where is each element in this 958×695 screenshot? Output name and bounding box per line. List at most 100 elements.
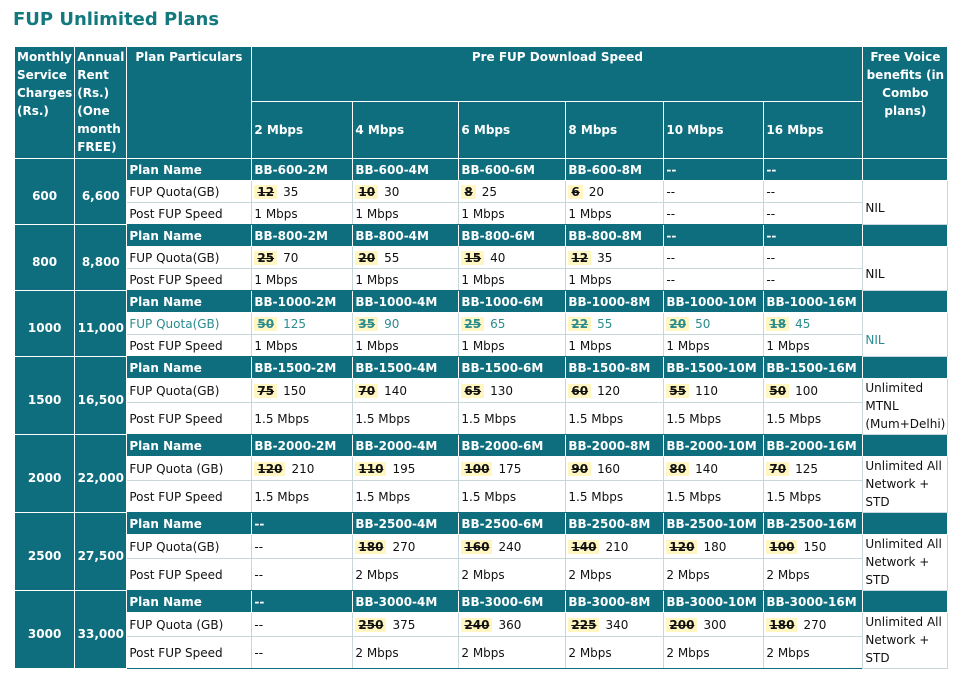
old-quota: 15 [461, 250, 485, 265]
quota-cell: 140 210 [565, 533, 665, 560]
voice-benefit: NIL [862, 180, 949, 225]
new-quota: 20 [588, 184, 605, 199]
plan-name: BB-800-8M [565, 224, 665, 247]
plan-name: BB-2500-4M [352, 512, 460, 535]
old-quota: 75 [254, 383, 278, 398]
voice-benefit: Unlimited All Network + STD [862, 612, 949, 669]
post-fup-row: Post FUP Speed 1 Mbps 1 Mbps 1 Mbps 1 Mbps --… [15, 268, 948, 291]
new-quota: 210 [291, 461, 315, 476]
speed-header: 4 Mbps [352, 101, 460, 159]
charges: 3000 [13, 590, 76, 669]
blank-cell [862, 290, 949, 313]
plan-name-row: 800 8,800 Plan Name BB-800-2M BB-800-4M BB-80… [13, 224, 949, 291]
quota-cell: 70 140 [352, 377, 460, 404]
new-quota: 55 [597, 316, 613, 331]
quota-cell: 250 375 [352, 611, 460, 638]
old-quota: 50 [254, 316, 278, 331]
plan-name: BB-1000-6M [458, 290, 567, 313]
quota-cell: 18 45 [763, 312, 864, 335]
quota-cell: 50 125 [251, 312, 354, 335]
post-speed: 1.5 Mbps [663, 480, 765, 513]
charges: 2000 [13, 434, 76, 513]
post-speed: 1 Mbps [565, 334, 665, 357]
charges: 1500 [13, 356, 76, 435]
plan-name: BB-600-4M [352, 158, 460, 181]
plan-name: BB-800-4M [352, 224, 460, 247]
post-speed: -- [763, 268, 864, 291]
post-speed: 1 Mbps [251, 268, 354, 291]
plans-table: Monthly Service Charges (Rs.) Annual Ren… [13, 46, 949, 669]
quota-cell: 6 20 [565, 180, 665, 203]
row-label: Plan Name [126, 590, 253, 613]
quota-cell: 25 70 [251, 246, 354, 269]
row-label: Post FUP Speed [126, 558, 253, 591]
row-label: Post FUP Speed [126, 202, 253, 225]
old-quota: 18 [766, 316, 790, 331]
voice-benefit: NIL [862, 246, 949, 291]
post-speed: 1 Mbps [352, 202, 460, 225]
new-quota: 140 [384, 383, 407, 398]
old-quota: 225 [568, 617, 600, 632]
header-cell: Plan Particulars [126, 46, 253, 159]
rent: 6,600 [74, 158, 128, 225]
blank-cell [862, 356, 949, 379]
old-quota: 70 [766, 461, 790, 476]
plan-name: BB-1500-16M [763, 356, 864, 379]
new-quota: 70 [283, 250, 299, 265]
old-quota: 120 [666, 539, 698, 554]
post-speed: 2 Mbps [663, 558, 765, 591]
quota-cell: 8 25 [458, 180, 567, 203]
post-speed: 1.5 Mbps [565, 480, 665, 513]
plan-name: BB-800-2M [251, 224, 354, 247]
new-quota: 160 [597, 461, 620, 476]
row-label: Post FUP Speed [126, 480, 253, 513]
old-quota: 160 [461, 539, 493, 554]
plan-name: BB-1500-2M [251, 356, 354, 379]
old-quota: 100 [766, 539, 798, 554]
old-quota: 180 [355, 539, 387, 554]
plan-name: -- [251, 512, 354, 535]
old-quota: 120 [254, 461, 286, 476]
new-quota: 35 [283, 184, 299, 199]
post-fup-row: Post FUP Speed 1.5 Mbps 1.5 Mbps 1.5 Mbps 1.… [15, 402, 948, 435]
new-quota: 150 [283, 383, 306, 398]
rent: 16,500 [74, 356, 128, 435]
post-speed: 2 Mbps [763, 636, 864, 669]
quota-row: FUP Quota(GB) 25 70 20 55 15 40 12 35 -- -- NIL [15, 246, 949, 291]
blank-cell [862, 158, 949, 181]
old-quota: 50 [766, 383, 790, 398]
post-speed: 1.5 Mbps [763, 402, 864, 435]
speed-header: 16 Mbps [763, 101, 864, 159]
quota-cell: 100 150 [763, 533, 864, 560]
old-quota: 25 [254, 250, 278, 265]
quota-row: FUP Quota (GB) 120 210 110 195 100 175 90 160 80 1… [15, 455, 949, 513]
row-label: FUP Quota(GB) [126, 180, 253, 203]
plan-group: 2500 27,500 Plan Name -- BB-2500-4M BB-2500-6… [13, 512, 949, 591]
post-speed: 2 Mbps [352, 636, 460, 669]
row-label: Plan Name [126, 512, 253, 535]
post-speed: 1 Mbps [458, 202, 567, 225]
old-quota: 110 [355, 461, 387, 476]
post-speed: 1.5 Mbps [763, 480, 864, 513]
speed-header: 10 Mbps [663, 101, 765, 159]
new-quota: 35 [597, 250, 613, 265]
quota-cell: 12 35 [565, 246, 665, 269]
old-quota: 140 [568, 539, 600, 554]
charges: 600 [13, 158, 76, 225]
post-speed: 2 Mbps [565, 636, 665, 669]
speed-header: 6 Mbps [458, 101, 567, 159]
post-speed: 1 Mbps [458, 268, 567, 291]
row-label: Plan Name [126, 356, 253, 379]
old-quota: 6 [568, 184, 583, 199]
rent: 22,000 [74, 434, 128, 513]
new-quota: 360 [498, 617, 522, 632]
quota-cell: 50 100 [763, 377, 864, 404]
plan-name: BB-2500-6M [458, 512, 567, 535]
row-label: FUP Quota (GB) [126, 611, 253, 638]
post-speed: -- [251, 636, 354, 669]
header-cell: Annual Rent (Rs.) (One month FREE) [74, 46, 128, 159]
quota-cell: 15 40 [458, 246, 567, 269]
plan-name-row: 3000 33,000 Plan Name -- BB-3000-4M BB-3000-6… [13, 590, 949, 669]
plan-name: BB-600-8M [565, 158, 665, 181]
plan-name: BB-1500-6M [458, 356, 567, 379]
